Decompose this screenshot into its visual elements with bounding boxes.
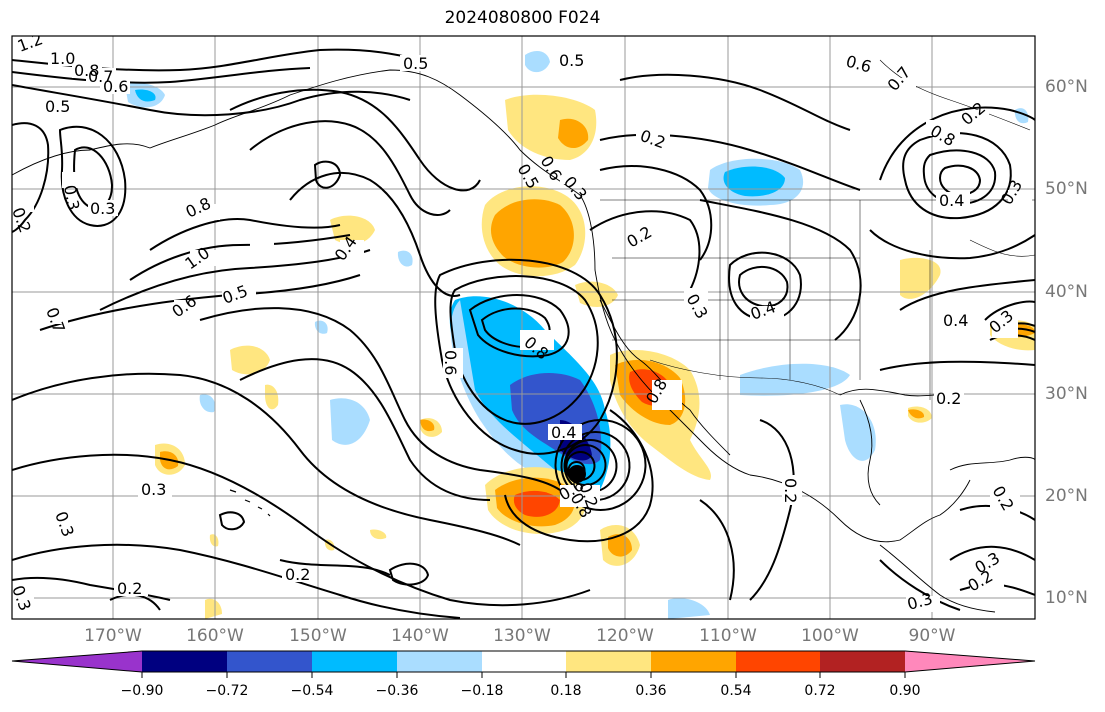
lon-label: 100°W [801,626,859,646]
colorbar-segment [227,651,312,672]
contour-label: 0.3 [8,583,35,613]
contour-label: 0.2 [8,205,35,235]
colorbar-segment [566,651,651,672]
contour-label: 1.0 [50,49,75,68]
colorbar-tick-label: −0.36 [375,683,419,699]
lon-label: 140°W [391,626,449,646]
lat-label: 60°N [1045,77,1088,97]
contour-label: 0.4 [551,423,576,442]
colorbar-segment [142,651,227,672]
lat-label: 50°N [1045,179,1088,199]
colorbar-segment [736,651,820,672]
contour-label: 0.3 [90,199,115,218]
lon-label: 130°W [493,626,551,646]
contour-label: 0.3 [60,183,83,211]
colorbar-tick-label: −0.54 [290,683,334,699]
colorbar-tick-label: 0.72 [804,683,836,699]
contour-label: 0.2 [936,389,961,408]
contour-label: 0.2 [117,579,142,598]
lat-label: 20°N [1045,486,1088,506]
contour-label: 0.4 [943,311,968,330]
colorbar-segment [651,651,736,672]
colorbar-tick-label: 0.18 [550,683,582,699]
contour-label: 0.5 [45,97,70,116]
colorbar-segment [820,651,905,672]
colorbar-segment [12,651,142,672]
contour-label: 0.2 [285,565,310,584]
contour-label: 0.6 [441,350,460,375]
colorbar-segment [482,651,566,672]
contour-label: 0.8 [74,61,99,80]
contour-label: 0.4 [939,191,964,210]
lon-label: 110°W [699,626,757,646]
lat-label: 40°N [1045,282,1088,302]
contour-label: 0.5 [559,51,584,70]
colorbar-segment [312,651,397,672]
map-title: 2024080800 F024 [444,8,601,28]
contour-label: 0.6 [103,77,128,96]
lon-label: 90°W [908,626,956,646]
colorbar-tick-label: −0.18 [460,683,504,699]
colorbar-tick-label: 0.54 [720,683,752,699]
map-frame [11,35,1036,620]
colorbar-segment [397,651,482,672]
colorbar-segment [905,651,1035,672]
lon-label: 170°W [84,626,142,646]
contour-label: 0.2 [781,478,800,503]
lat-label: 10°N [1045,588,1088,608]
lat-label: 30°N [1045,384,1088,404]
colorbar-tick-label: −0.90 [120,683,164,699]
colorbar-tick-label: 0.36 [635,683,667,699]
map-plot-area: 1.2 1.0 0.8 0.7 0.6 0.5 0.3 0.2 0.3 0.5 … [8,36,1035,619]
lon-label: 120°W [596,626,654,646]
coastlines [12,59,1035,613]
colorbar-tick-label: 0.90 [889,683,921,699]
contour-label: 0.5 [403,54,428,73]
colorbar-tick-label: −0.72 [205,683,249,699]
contour-label: 0.3 [141,480,166,499]
colorbar [11,650,1036,678]
contour-label: 0.7 [88,67,113,86]
lon-label: 150°W [289,626,347,646]
contour-labels: 1.2 1.0 0.8 0.7 0.6 0.5 0.3 0.2 0.3 0.5 … [8,36,1032,614]
lon-label: 160°W [186,626,244,646]
contour-lines [12,48,1035,619]
storm-center-marker [568,465,586,483]
